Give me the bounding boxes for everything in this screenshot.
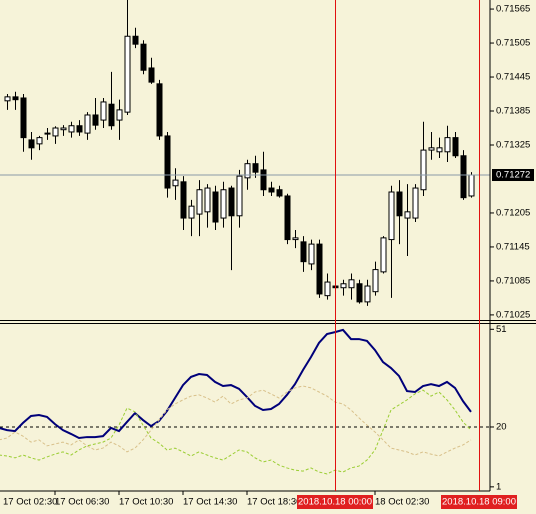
candle-body <box>76 125 83 133</box>
candle-body <box>300 241 307 263</box>
candle-body <box>340 283 347 289</box>
y-tick-label: 0.71205 <box>496 207 530 218</box>
x-tick-label: 18 Oct 02:30 <box>375 497 429 508</box>
candle-body <box>180 181 187 219</box>
marker-label: 2018.10.18 00:00 <box>298 497 372 508</box>
candle-body <box>92 114 99 126</box>
candle-body <box>428 147 435 151</box>
y-tick-label: 0.71385 <box>496 106 530 117</box>
candle-body <box>444 137 451 153</box>
candle-body <box>20 97 27 139</box>
candle-body <box>116 109 123 121</box>
candle-body <box>364 285 371 303</box>
candle-body <box>412 187 419 219</box>
candle-body <box>36 137 43 145</box>
x-tick-label: 17 Oct 14:30 <box>183 497 237 508</box>
candle-body <box>316 243 323 295</box>
overlay: 0.71272 2018.10.18 00:00 2018.10.18 09:00 <box>297 0 534 509</box>
candle-body <box>12 96 19 101</box>
indicator-line <box>0 385 472 457</box>
candle-body <box>388 191 395 241</box>
y-tick-label: 0.71025 <box>496 309 530 320</box>
candle-body <box>132 35 139 45</box>
candle-body <box>244 163 251 179</box>
candle-body <box>28 139 35 149</box>
candle-body <box>372 269 379 293</box>
candle-body <box>292 237 299 241</box>
candle-body <box>4 96 11 102</box>
indicator-panel <box>0 328 490 475</box>
candle-body <box>276 189 283 197</box>
marker-label-box <box>297 495 373 509</box>
y-tick-label: 0.71445 <box>496 72 530 83</box>
x-tick-label: 17 Oct 10:30 <box>119 497 173 508</box>
candle-body <box>124 35 131 113</box>
candle-body <box>236 175 243 217</box>
candle-body <box>108 103 115 127</box>
candle-body <box>196 189 203 215</box>
candle-body <box>468 174 475 197</box>
candle-body <box>164 135 171 189</box>
candle-body <box>228 187 235 217</box>
candle-body <box>52 127 59 137</box>
price-panel <box>0 0 490 306</box>
candle-body <box>84 114 91 134</box>
indicator-line <box>0 328 472 440</box>
candle-body <box>452 137 459 157</box>
marker-label-box <box>441 495 517 509</box>
candle-body <box>100 101 107 121</box>
candle-body <box>460 155 467 199</box>
candle-body <box>140 43 147 71</box>
candle-body <box>284 195 291 241</box>
candle-body <box>348 279 355 289</box>
candle-body <box>436 147 443 153</box>
current-price-box <box>492 169 534 182</box>
y-tick-label: 20 <box>496 421 507 432</box>
y-tick-label: 0.71325 <box>496 140 530 151</box>
candle-body <box>380 237 387 273</box>
y-tick-label: 1 <box>496 481 501 492</box>
candle-body <box>44 132 51 135</box>
x-tick-label: 17 Oct 06:30 <box>55 497 109 508</box>
candle-body <box>404 211 411 219</box>
candle-body <box>188 205 195 219</box>
current-price-label: 0.71272 <box>496 170 530 181</box>
candle-body <box>172 179 179 187</box>
candle-body <box>156 83 163 137</box>
candle-body <box>324 281 331 297</box>
y-tick-label: 51 <box>496 324 507 335</box>
candle-body <box>308 243 315 265</box>
candle-body <box>220 189 227 219</box>
y-tick-label: 0.71505 <box>496 38 530 49</box>
marker-label: 2018.10.18 09:00 <box>442 497 516 508</box>
candle-body <box>60 127 67 131</box>
indicator-line <box>0 389 472 475</box>
candle-body <box>260 169 267 191</box>
y-tick-label: 0.71145 <box>496 241 530 252</box>
x-tick-label: 17 Oct 18:30 <box>247 497 301 508</box>
candle-body <box>420 149 427 191</box>
candle-body <box>148 67 155 83</box>
candle-body <box>268 187 275 193</box>
y-tick-label: 0.71085 <box>496 275 530 286</box>
candle-body <box>356 283 363 303</box>
candle-body <box>252 163 259 173</box>
x-tick-label: 17 Oct 02:30 <box>3 497 57 508</box>
candle-body <box>204 187 211 213</box>
candle-body <box>68 125 75 133</box>
candle-body <box>212 191 219 223</box>
candle-body <box>396 191 403 217</box>
y-tick-label: 0.71565 <box>496 4 530 15</box>
